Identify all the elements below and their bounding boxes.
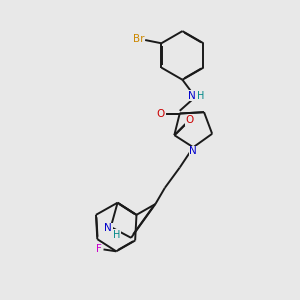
- Text: O: O: [157, 109, 165, 118]
- Text: N: N: [188, 91, 196, 101]
- Text: F: F: [96, 244, 102, 254]
- Text: H: H: [113, 230, 121, 240]
- Text: Br: Br: [133, 34, 144, 44]
- Text: N: N: [104, 224, 112, 233]
- Text: N: N: [189, 146, 197, 156]
- Text: O: O: [185, 115, 193, 125]
- Text: H: H: [197, 91, 204, 101]
